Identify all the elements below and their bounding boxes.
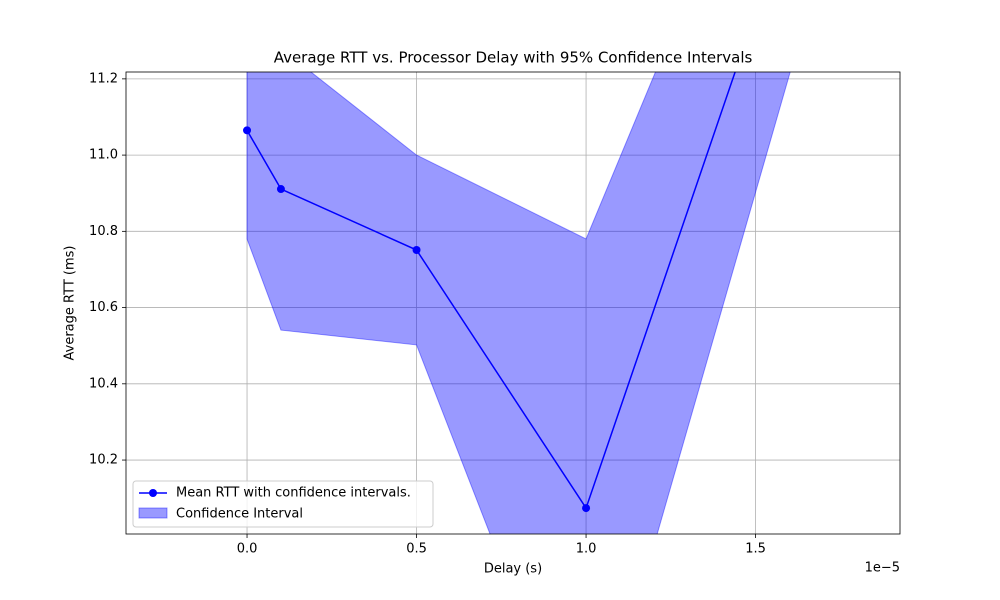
point xyxy=(276,185,285,194)
chart-title: Average RTT vs. Processor Delay with 95%… xyxy=(274,49,753,67)
legend-label: Confidence Interval xyxy=(176,507,303,522)
x-tick-label: 1.5 xyxy=(745,542,766,557)
legend-label: Mean RTT with confidence intervals. xyxy=(176,486,411,501)
y-tick-label: 10.2 xyxy=(89,453,118,468)
plot-area xyxy=(243,72,791,534)
x-tick-label: 0.5 xyxy=(406,542,427,557)
y-tick-label: 11.2 xyxy=(89,71,118,86)
legend-swatch xyxy=(138,507,168,519)
x-tick-label: 0.0 xyxy=(237,542,258,557)
y-tick-label: 10.4 xyxy=(89,376,118,391)
x-tick-label: 1.0 xyxy=(576,542,597,557)
legend: Mean RTT with confidence intervals. Confi… xyxy=(132,480,434,528)
y-tick-label: 10.6 xyxy=(89,300,118,315)
x-axis-label: Delay (s) xyxy=(484,562,542,577)
legend-marker xyxy=(149,489,157,497)
point xyxy=(243,126,252,135)
y-axis-label: Average RTT (ms) xyxy=(63,246,78,361)
confidence-band xyxy=(246,72,791,534)
point xyxy=(412,246,421,255)
axes-frame xyxy=(125,71,901,535)
y-tick-label: 11.0 xyxy=(89,148,118,163)
legend-box xyxy=(132,480,434,528)
point xyxy=(582,504,591,513)
grid xyxy=(126,72,900,534)
ticks: 0.0 0.5 1.0 1.5 10.2 10.4 10.6 10.8 11.0 11.2 xyxy=(89,71,766,556)
x-offset-label: 1e−5 xyxy=(865,561,900,576)
y-tick-label: 10.8 xyxy=(89,224,118,239)
